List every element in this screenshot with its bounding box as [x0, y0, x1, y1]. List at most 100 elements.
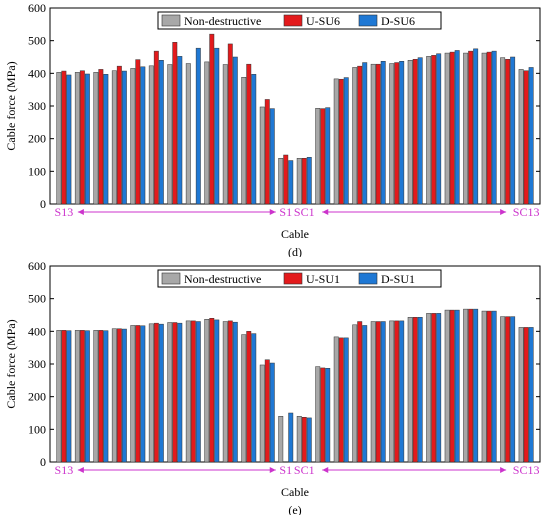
bar-d-su1-s9 [140, 325, 146, 463]
y-tick-label: 200 [28, 132, 46, 146]
bar-non-destructive-sc5 [370, 321, 376, 463]
bar-non-destructive-sc9 [444, 309, 450, 463]
bar-u-su1-sc8 [431, 313, 437, 463]
bar-d-su1-sc8 [436, 313, 442, 463]
bar-non-destructive-s1 [278, 416, 284, 463]
bar-u-su6-s4 [227, 43, 233, 205]
bar-u-su6-s3 [246, 63, 252, 205]
bar-non-destructive-s3 [241, 334, 247, 463]
bar-non-destructive-sc10 [463, 52, 469, 205]
bar-non-destructive-sc5 [370, 63, 376, 205]
bar-non-destructive-sc2 [315, 366, 321, 463]
range-arrow-right-head-left [322, 467, 329, 473]
bar-d-su6-sc11 [491, 50, 497, 205]
bar-u-su6-s5 [209, 33, 215, 205]
side-label-right-end: SC13 [513, 205, 540, 219]
bar-non-destructive-sc12 [500, 57, 506, 205]
y-tick-label: 100 [28, 422, 46, 436]
bar-non-destructive-s11 [93, 330, 99, 463]
bar-u-su1-s10 [116, 328, 122, 463]
bar-d-su6-sc6 [399, 61, 405, 205]
bar-u-su1-s5 [209, 318, 215, 463]
bar-u-su1-sc9 [449, 309, 455, 463]
bar-non-destructive-s2 [259, 106, 265, 205]
y-tick-label: 200 [28, 390, 46, 404]
bar-u-su6-s11 [98, 69, 104, 205]
legend-label: U-SU6 [306, 14, 340, 28]
bar-u-su1-sc4 [357, 321, 363, 463]
bar-d-su1-sc2 [325, 368, 331, 463]
bar-u-su6-sc12 [505, 59, 511, 205]
bar-non-destructive-sc10 [463, 308, 469, 463]
bar-d-su6-sc10 [473, 48, 479, 205]
bar-u-su1-s2 [264, 359, 270, 463]
bar-d-su6-s2 [269, 108, 275, 205]
bar-d-su1-sc4 [362, 325, 368, 463]
side-label-left-end: S1 [279, 205, 292, 219]
bar-d-su6-sc7 [417, 57, 423, 205]
bar-d-su6-sc3 [343, 77, 349, 205]
bar-d-su6-s1 [288, 160, 294, 205]
legend-label: Non-destructive [184, 14, 261, 28]
panel-label: (e) [288, 503, 301, 515]
bar-d-su6-s8 [158, 60, 164, 205]
bar-d-su1-s2 [269, 362, 275, 463]
y-axis-label: Cable force (MPa) [4, 61, 18, 150]
bar-non-destructive-s5 [204, 61, 210, 205]
bar-u-su6-sc7 [412, 59, 418, 205]
bar-non-destructive-s4 [222, 321, 228, 463]
bar-d-su6-s7 [177, 56, 183, 205]
bar-u-su6-sc4 [357, 65, 363, 205]
bar-d-su1-sc7 [417, 317, 423, 463]
bar-non-destructive-sc3 [333, 78, 339, 205]
x-axis-label: Cable [281, 227, 309, 241]
bar-u-su1-sc3 [338, 337, 344, 463]
bar-d-su1-s12 [84, 330, 90, 463]
bar-non-destructive-sc1 [296, 416, 302, 463]
panel-label: (d) [288, 245, 302, 257]
y-tick-label: 400 [28, 66, 46, 80]
bar-u-su6-sc10 [468, 50, 474, 205]
bar-u-su1-s4 [227, 320, 233, 463]
bar-u-su1-sc7 [412, 317, 418, 463]
bar-u-su6-s2 [264, 99, 270, 205]
range-arrow-right-head-left [322, 209, 329, 215]
range-arrow-right-head-right [500, 209, 507, 215]
bar-non-destructive-sc7 [407, 317, 413, 463]
bar-u-su1-sc2 [320, 367, 326, 463]
bar-u-su6-sc9 [449, 51, 455, 205]
bar-d-su1-s10 [121, 328, 127, 463]
bar-d-su1-s11 [103, 330, 109, 463]
bar-non-destructive-sc12 [500, 316, 506, 463]
bar-u-su6-s9 [135, 59, 141, 205]
bar-non-destructive-s8 [148, 323, 154, 463]
bar-d-su6-s11 [103, 74, 109, 205]
bar-u-su6-sc11 [486, 51, 492, 205]
bar-u-su6-s10 [116, 65, 122, 205]
bar-d-su6-sc13 [528, 67, 534, 205]
range-arrow-left-head-left [77, 467, 84, 473]
range-arrow-right-head-right [500, 467, 507, 473]
bar-non-destructive-sc4 [352, 324, 358, 463]
bar-non-destructive-s4 [222, 64, 228, 205]
bar-d-su1-sc11 [491, 310, 497, 463]
bar-non-destructive-s13 [56, 330, 62, 463]
bar-non-destructive-s10 [111, 70, 117, 205]
bar-u-su1-sc6 [394, 320, 400, 463]
bar-u-su1-s3 [246, 331, 252, 463]
bar-d-su1-s13 [66, 330, 72, 463]
bar-non-destructive-s1 [278, 158, 284, 205]
chart-panel-d: 0 100 200 300 400 500 600 Cable force (MPa) Non-… [0, 0, 550, 257]
legend-swatch [161, 272, 181, 285]
bar-non-destructive-sc2 [315, 108, 321, 205]
side-label-right-start: SC1 [294, 463, 315, 477]
chart-e-svg: 0 100 200 300 400 500 600 Cable force (MPa) Non-… [4, 259, 541, 515]
bar-d-su6-s3 [251, 74, 257, 205]
bar-u-su6-s8 [153, 50, 159, 205]
x-axis-label: Cable [281, 485, 309, 499]
chart-d-svg: 0 100 200 300 400 500 600 Cable force (MPa) Non-… [4, 1, 541, 257]
legend-label: U-SU1 [306, 272, 340, 286]
y-tick-label: 0 [40, 455, 46, 469]
legend-label: D-SU6 [381, 14, 415, 28]
side-label-left-start: S13 [55, 205, 74, 219]
